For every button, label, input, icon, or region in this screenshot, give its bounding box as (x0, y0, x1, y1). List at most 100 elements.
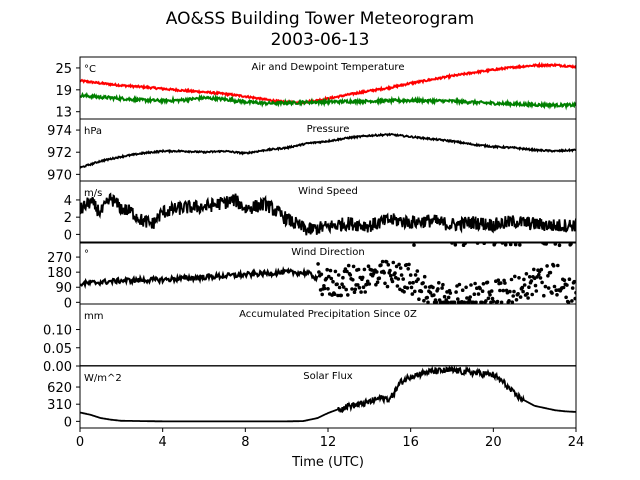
panel-5: 0 310 620 W/m^2 Solar Flux (47, 365, 577, 430)
series-point-3-11 (325, 267, 330, 272)
series-point-3-52 (359, 290, 363, 294)
panel-frame-2 (79, 180, 577, 244)
y-tick-label-2-1: 2 (64, 211, 72, 226)
series-point-3-103 (401, 277, 406, 281)
series-point-3-18 (331, 279, 335, 284)
series-point-3-196 (478, 286, 482, 291)
series-point-3-158 (446, 295, 451, 300)
series-point-3-306 (569, 242, 573, 246)
series-point-3-20 (332, 292, 337, 297)
panel-title-2: Wind Speed (298, 186, 358, 197)
series-point-3-254 (526, 296, 530, 300)
series-point-3-287 (553, 242, 558, 246)
x-axis-label: Time (UTC) (291, 455, 364, 470)
panel-unit-2: m/s (84, 188, 102, 199)
series-point-3-171 (457, 282, 462, 287)
series-point-3-273 (542, 293, 546, 298)
series-point-3-39 (348, 273, 353, 277)
series-point-3-263 (533, 283, 538, 288)
panel-title-1: Pressure (307, 124, 350, 135)
series-point-3-122 (417, 297, 421, 302)
series-point-3-179 (464, 285, 468, 290)
series-point-3-104 (402, 290, 406, 294)
series-point-3-224 (501, 288, 506, 293)
series-point-3-80 (382, 271, 387, 275)
x-tick-label-2: 8 (241, 435, 249, 450)
series-point-3-145 (436, 287, 440, 291)
series-point-3-188 (471, 300, 476, 304)
y-tick-label-4-1: 0.05 (43, 342, 72, 357)
series-point-3-160 (448, 291, 453, 295)
series-point-3-242 (516, 292, 520, 296)
series-point-3-271 (540, 280, 544, 285)
series-point-3-300 (564, 295, 568, 300)
series-point-3-35 (345, 269, 349, 274)
y-tick-label-2-0: 0 (64, 228, 72, 243)
y-tick-label-3-2: 180 (47, 266, 72, 281)
series-point-3-283 (550, 291, 554, 295)
series-point-3-258 (529, 279, 534, 283)
series-point-3-267 (537, 272, 541, 277)
series-point-3-90 (390, 279, 395, 284)
series-point-3-132 (425, 295, 430, 300)
series-point-3-189 (472, 292, 477, 297)
series-point-3-211 (490, 296, 495, 301)
series-point-3-115 (411, 280, 415, 285)
series-line-0-0 (80, 61, 576, 106)
series-point-3-4 (319, 272, 324, 277)
series-point-3-85 (386, 263, 391, 267)
series-point-3-240 (514, 298, 519, 302)
series-point-3-133 (426, 300, 430, 304)
series-point-3-245 (518, 295, 523, 299)
series-point-3-277 (545, 264, 549, 268)
series-point-3-93 (393, 271, 397, 275)
series-point-3-185 (469, 283, 473, 287)
y-tick-label-0-0: 13 (55, 106, 72, 121)
x-tick-label-4: 16 (402, 435, 419, 450)
series-point-3-200 (481, 282, 486, 286)
series-point-3-217 (495, 299, 500, 304)
series-point-3-214 (493, 242, 497, 245)
series-point-3-30 (341, 275, 345, 280)
series-point-3-91 (391, 260, 396, 265)
series-point-3-249 (522, 277, 526, 282)
series-point-3-232 (508, 289, 512, 294)
panel-4: 0.00 0.05 0.10 mm Accumulated Precipitation … (43, 303, 577, 375)
series-point-3-234 (509, 277, 514, 282)
series-point-3-310 (572, 279, 576, 284)
series-point-3-95 (394, 264, 399, 269)
panel-title-0: Air and Dewpoint Temperature (252, 62, 405, 73)
y-tick-label-3-0: 0 (64, 296, 72, 311)
series-point-3-25 (336, 273, 341, 277)
series-point-3-167 (454, 290, 458, 294)
series-point-3-98 (397, 262, 401, 267)
series-point-3-130 (423, 285, 428, 289)
series-point-3-78 (380, 259, 385, 264)
series-point-3-175 (460, 288, 465, 293)
series-point-3-177 (462, 300, 467, 304)
series-point-3-72 (375, 280, 380, 285)
series-point-3-235 (510, 300, 515, 304)
panel-2: 0 2 4 m/s Wind Speed (64, 180, 577, 244)
series-point-3-29 (340, 282, 344, 287)
panel-unit-0: °C (84, 64, 96, 75)
series-point-3-183 (467, 298, 472, 302)
series-point-3-109 (406, 267, 411, 271)
series-point-3-125 (419, 289, 424, 294)
series-point-3-112 (408, 273, 413, 277)
series-point-3-116 (412, 243, 416, 247)
series-point-3-56 (362, 267, 367, 272)
series-point-3-301 (565, 283, 569, 287)
series-point-3-193 (475, 242, 480, 245)
series-point-3-150 (440, 286, 444, 290)
series-point-3-16 (329, 276, 334, 281)
series-point-3-227 (503, 243, 508, 247)
series-point-3-100 (398, 266, 403, 270)
series-line-3-0 (80, 266, 319, 290)
series-point-3-238 (513, 274, 517, 279)
figure-subtitle: 2003-06-13 (271, 30, 370, 50)
series-point-3-166 (453, 243, 458, 247)
series-point-3-307 (570, 299, 574, 303)
series-point-3-269 (538, 276, 543, 280)
